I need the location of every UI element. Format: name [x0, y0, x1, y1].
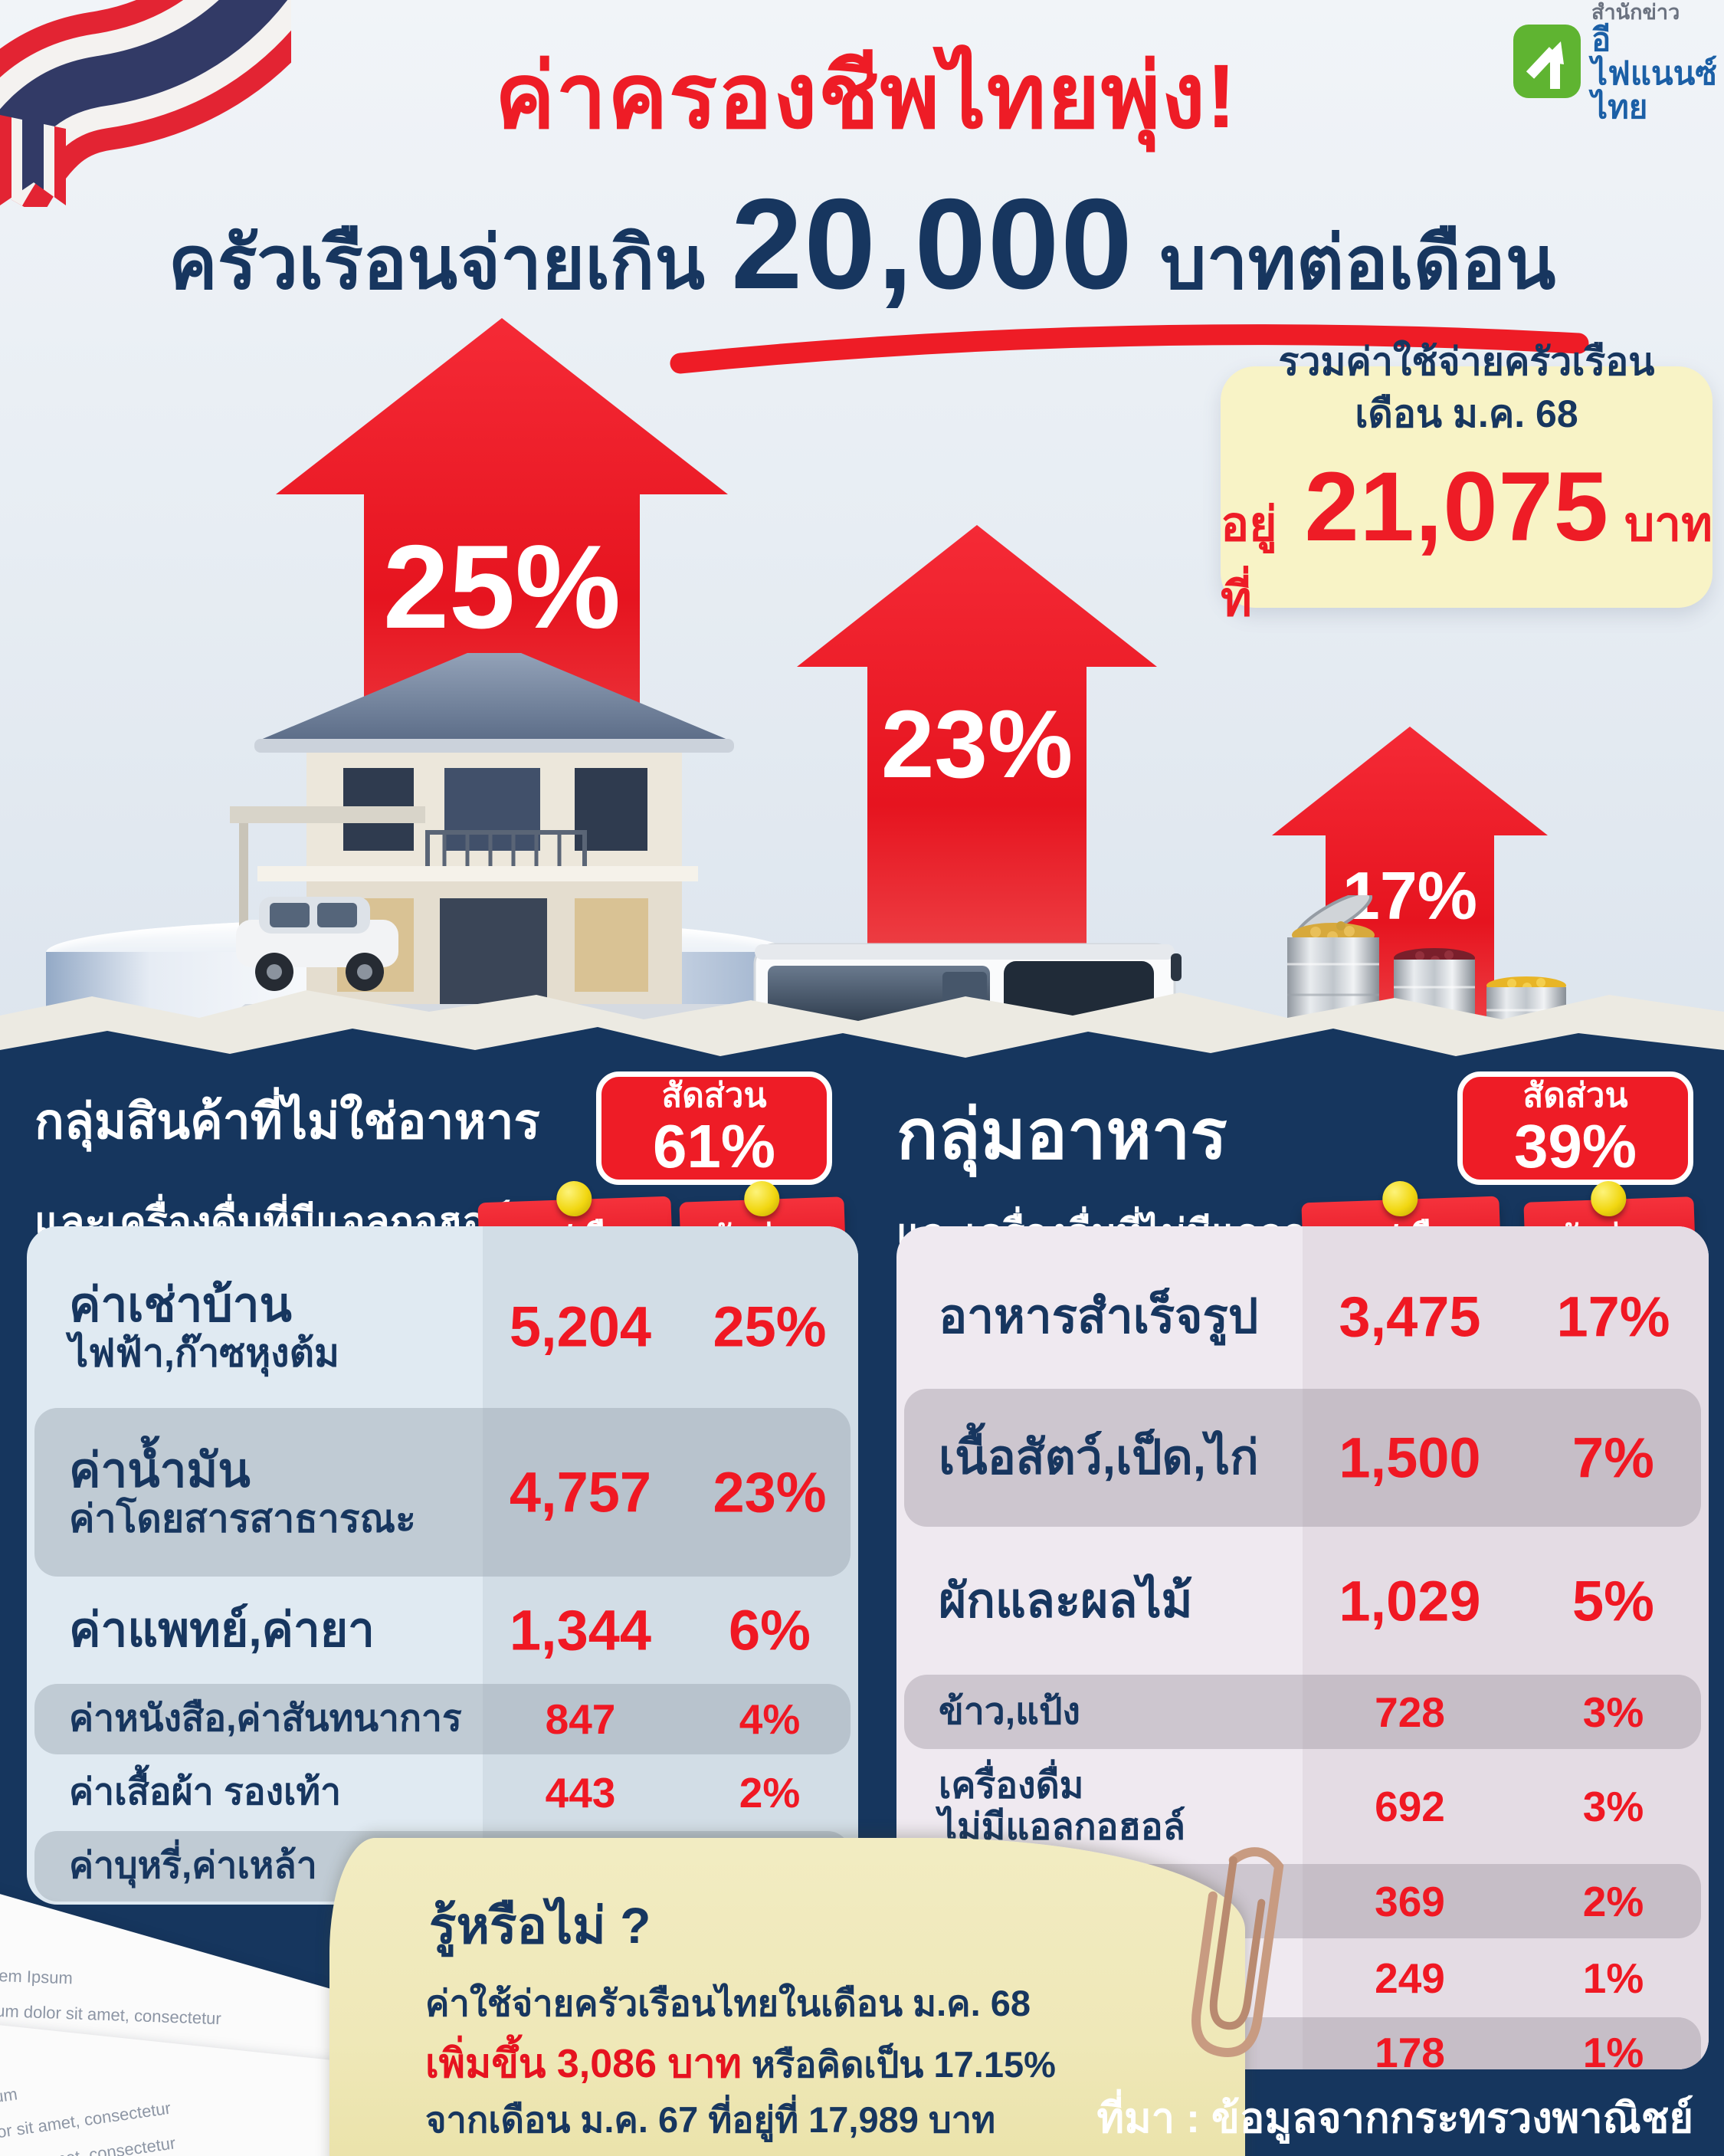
row-label: ค่าเสื้อผ้า รองเท้า [69, 1772, 342, 1813]
table-row: ค่าเช่าบ้าน ไฟฟ้า,ก๊าซหุงต้ม 5,204 25% [27, 1248, 858, 1405]
subtitle-suffix: บาทต่อเดือน [1159, 222, 1556, 304]
summary-unit: บาท [1624, 497, 1713, 551]
note-highlight: เพิ่มขึ้น 3,086 บาท [425, 2042, 742, 2086]
row-amount: 1,500 [1339, 1426, 1481, 1490]
summary-prefix: อยู่ที่ [1221, 497, 1277, 626]
table-row: เครื่องดื่ม ไม่มีแอลกอฮอล์ 692 3% [896, 1752, 1709, 1861]
table-row: ค่าแพทย์,ค่ายา 1,344 6% [27, 1580, 858, 1681]
logo-agency-label: สำนักข่าว [1591, 0, 1680, 24]
row-amount: 3,475 [1339, 1285, 1481, 1349]
row-share: 1% [1582, 2029, 1644, 2069]
food-title: กลุ่มอาหาร [896, 1097, 1227, 1173]
up-arrow-icon [797, 525, 1157, 993]
row-label: เนื้อสัตว์,เป็ด,ไก่ [939, 1431, 1259, 1485]
thai-flag-icon [0, 0, 291, 207]
row-share: 23% [713, 1460, 827, 1524]
thai-flag-ribbon [0, 0, 291, 207]
summary-amount: 21,075 [1304, 451, 1609, 562]
table-row: ผักและผลไม้ 1,029 5% [896, 1530, 1709, 1672]
share-badge-value: 61% [652, 1112, 776, 1180]
non-food-table: ค่าเช่าบ้าน ไฟฟ้า,ก๊าซหุงต้ม 5,204 25% ค… [27, 1226, 858, 1905]
row-share: 2% [1582, 1877, 1644, 1925]
arrow-bus-percent: 23% [880, 691, 1073, 798]
row-sublabel: ค่าโดยสารสาธารณะ [69, 1497, 416, 1541]
row-share: 3% [1582, 1783, 1644, 1830]
row-label: ค่าเช่าบ้าน [69, 1278, 292, 1331]
row-share: 2% [739, 1769, 801, 1816]
row-share: 4% [739, 1695, 801, 1743]
row-label: ค่าแพทย์,ค่ายา [69, 1603, 375, 1657]
note-line2: เพิ่มขึ้น 3,086 บาท หรือคิดเป็น 17.15% [425, 2031, 1056, 2095]
row-label: อาหารสำเร็จรูป [939, 1290, 1259, 1344]
row-amount: 692 [1375, 1783, 1445, 1830]
paperclip-icon [1191, 1847, 1284, 2057]
row-sublabel: ไฟฟ้า,ก๊าซหุงต้ม [69, 1331, 340, 1375]
logo-arrow-icon [1513, 25, 1581, 98]
table-row: ข้าว,แป้ง 728 3% [896, 1672, 1709, 1752]
row-label: เครื่องดื่ม [939, 1765, 1084, 1807]
table-row: ค่าหนังสือ,ค่าสันทนาการ 847 4% [27, 1681, 858, 1757]
note-line1: ค่าใช้จ่ายครัวเรือนไทยในเดือน ม.ค. 68 [425, 1983, 1031, 2023]
summary-line2: เดือน ม.ค. 68 [1355, 392, 1578, 435]
row-share: 5% [1572, 1569, 1654, 1633]
row-amount: 249 [1375, 1954, 1445, 2002]
row-label: ค่าหนังสือ,ค่าสันทนาการ [69, 1698, 462, 1740]
row-amount: 847 [545, 1695, 616, 1743]
note-title: รู้หรือไม่ ? [429, 1897, 651, 1954]
torn-paper-edge [0, 990, 1724, 1081]
source-credit: ที่มา : ข้อมูลจากกระทรวงพาณิชย์ [1096, 2095, 1694, 2141]
food-share-badge: สัดส่วน 39% [1457, 1071, 1693, 1185]
table-row: เนื้อสัตว์,เป็ด,ไก่ 1,500 7% [896, 1386, 1709, 1530]
value-column-strip [483, 1226, 858, 1905]
row-share: 6% [729, 1598, 811, 1662]
row-label: ค่าบุหรี่,ค่าเหล้า [69, 1846, 317, 1887]
row-label: ผักและผลไม้ [939, 1574, 1193, 1627]
row-amount: 178 [1375, 2029, 1445, 2069]
summary-line1: รวมค่าใช้จ่ายครัวเรือน [1278, 340, 1655, 383]
efinance-thai-logo: สำนักข่าว อีไฟแนนซ์ไทย [1513, 1, 1720, 124]
row-label: ข้าว,แป้ง [939, 1691, 1080, 1732]
row-amount: 369 [1375, 1877, 1445, 1925]
share-badge-label: สัดส่วน [1522, 1077, 1628, 1114]
row-share: 17% [1556, 1285, 1670, 1349]
arrow-bus: 23% [797, 525, 1157, 993]
row-share: 25% [713, 1295, 827, 1358]
page-subtitle: ครัวเรือนจ่ายเกิน 20,000 บาทต่อเดือน [61, 170, 1663, 321]
value-column-strip [1303, 1226, 1709, 2069]
row-amount: 4,757 [509, 1460, 652, 1524]
row-amount: 443 [545, 1769, 616, 1816]
note-line2-rest: หรือคิดเป็น 17.15% [741, 2044, 1056, 2085]
arrow-house-percent: 25% [382, 520, 621, 653]
table-row: ค่าเสื้อผ้า รองเท้า 443 2% [27, 1757, 858, 1828]
page-title: ค่าครองชีพไทยพุ่ง! [494, 46, 1237, 147]
summary-box: รวมค่าใช้จ่ายครัวเรือน เดือน ม.ค. 68 อยู… [1221, 340, 1713, 626]
table-row: อาหารสำเร็จรูป 3,475 17% [896, 1248, 1709, 1386]
share-badge-value: 39% [1513, 1112, 1637, 1180]
logo-name-label: อีไฟแนนซ์ไทย [1591, 21, 1717, 126]
non-food-share-badge: สัดส่วน 61% [596, 1071, 832, 1185]
note-line3: จากเดือน ม.ค. 67 ที่อยู่ที่ 17,989 บาท [425, 2099, 996, 2140]
subtitle-prefix: ครัวเรือนจ่ายเกิน [168, 222, 705, 304]
row-amount: 1,344 [509, 1598, 652, 1662]
red-underline-swoosh [670, 324, 1589, 374]
row-amount: 1,029 [1339, 1569, 1481, 1633]
non-food-title: กลุ่มสินค้าที่ไม่ใช่อาหาร [34, 1094, 540, 1149]
summary-amount-line: อยู่ที่ 21,075 บาท [1221, 451, 1713, 637]
subtitle-amount: 20,000 [730, 172, 1134, 316]
row-amount: 728 [1375, 1688, 1445, 1736]
share-badge-label: สัดส่วน [661, 1077, 767, 1114]
row-share: 7% [1572, 1426, 1654, 1490]
row-share: 3% [1582, 1688, 1644, 1736]
row-share: 1% [1582, 1954, 1644, 2002]
row-label: ค่าน้ำมัน [69, 1444, 251, 1498]
table-row: ค่าน้ำมัน ค่าโดยสารสาธารณะ 4,757 23% [27, 1405, 858, 1580]
row-amount: 5,204 [509, 1295, 652, 1358]
did-you-know-note: รู้หรือไม่ ? ค่าใช้จ่ายครัวเรือนไทยในเดื… [329, 1838, 1245, 2156]
